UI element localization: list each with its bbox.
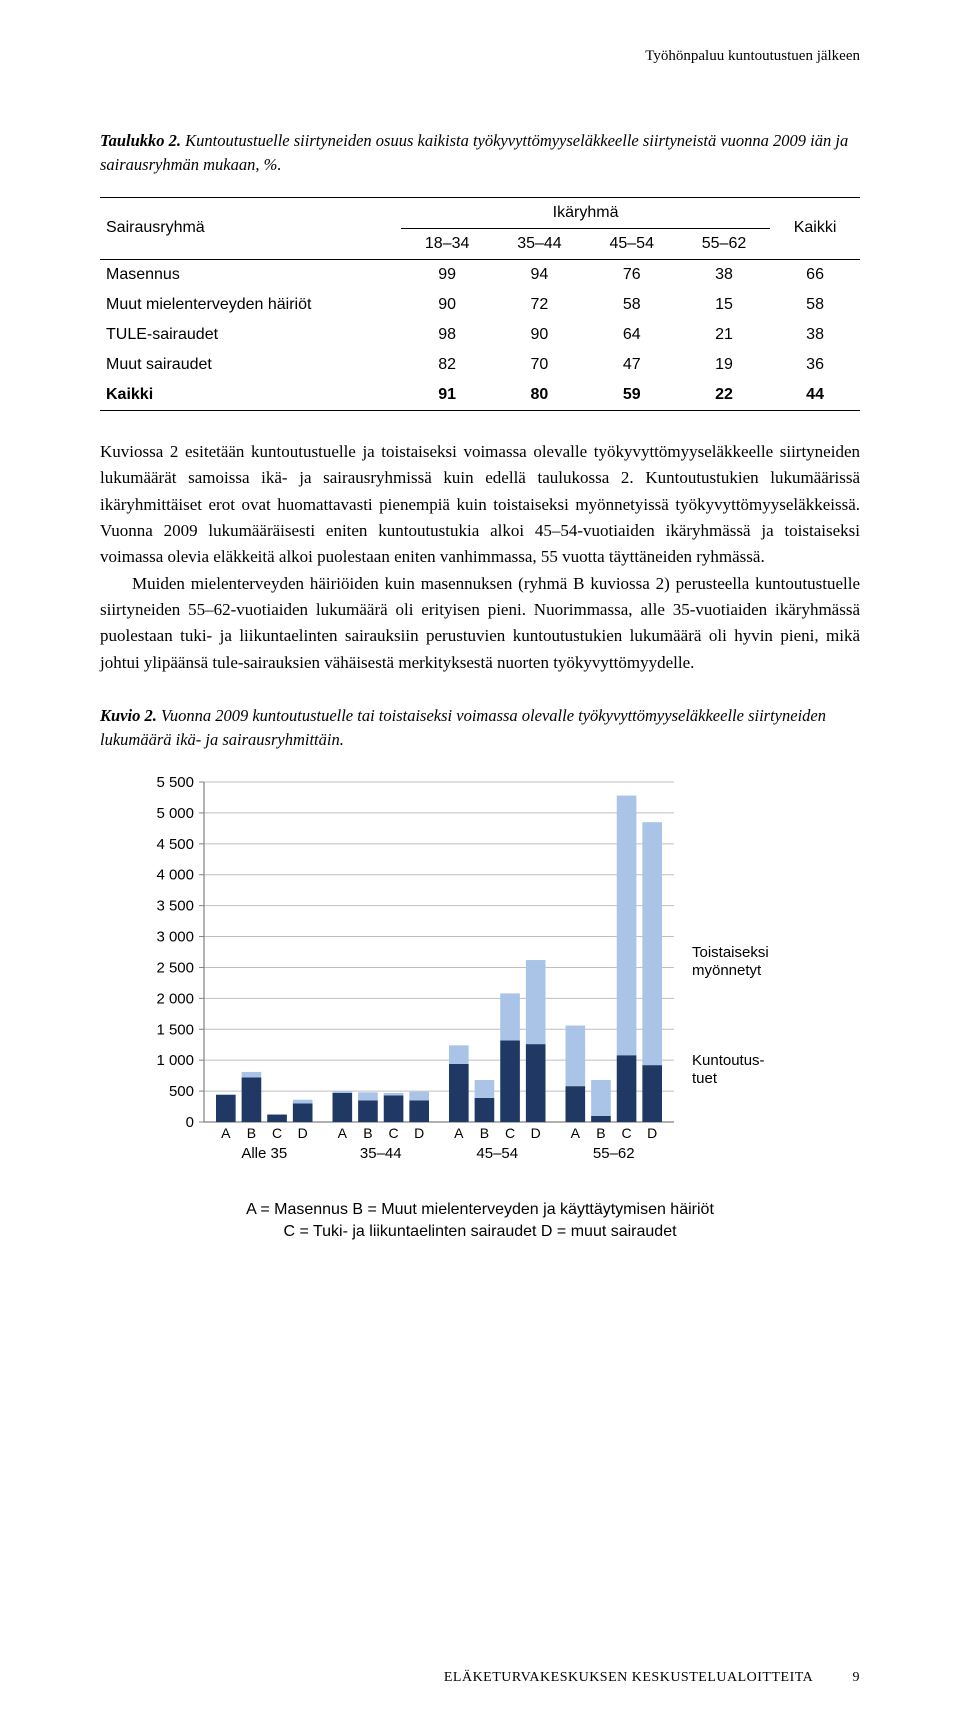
svg-text:Alle 35: Alle 35 [241,1145,287,1162]
row-label: Kaikki [100,380,401,411]
svg-text:Kuntoutus-: Kuntoutus- [692,1052,765,1069]
svg-text:35–44: 35–44 [360,1145,402,1162]
table-caption-text: Kuntoutustuelle siirtyneiden osuus kaiki… [100,131,848,174]
col-head: 45–54 [586,228,678,259]
svg-text:55–62: 55–62 [593,1145,635,1162]
table-row: TULE-sairaudet9890642138 [100,320,860,350]
col-head: 18–34 [401,228,493,259]
svg-text:Toistaiseksi: Toistaiseksi [692,944,769,961]
figure-caption: Kuvio 2. Vuonna 2009 kuntoutustuelle tai… [100,704,860,752]
table-superhead: Ikäryhmä [401,197,770,228]
svg-text:3 000: 3 000 [156,928,194,945]
svg-text:4 000: 4 000 [156,867,194,884]
chart: 0 500 1 000 1 500 2 000 2 500 3 000 3 500 4 000 4… [100,772,860,1187]
svg-text:45–54: 45–54 [476,1145,518,1162]
cell: 70 [493,350,585,380]
svg-text:A: A [221,1125,231,1141]
cell: 80 [493,380,585,411]
svg-text:5 500: 5 500 [156,774,194,791]
data-table: Sairausryhmä Ikäryhmä Kaikki 18–34 35–44… [100,197,860,411]
cell: 72 [493,290,585,320]
svg-text:5 000: 5 000 [156,805,194,822]
svg-text:4 500: 4 500 [156,836,194,853]
col-head: 55–62 [678,228,770,259]
cell: 90 [401,290,493,320]
svg-text:2 500: 2 500 [156,959,194,976]
cell: 90 [493,320,585,350]
svg-text:2 000: 2 000 [156,990,194,1007]
cell: 58 [770,290,860,320]
table-caption: Taulukko 2. Kuntoutustuelle siirtyneiden… [100,129,860,177]
chart-svg: 0 500 1 000 1 500 2 000 2 500 3 000 3 500 4 000 4… [134,772,834,1182]
svg-text:0: 0 [186,1114,194,1131]
cell: 47 [586,350,678,380]
cell: 99 [401,259,493,290]
body-text: Kuviossa 2 esitetään kuntoutustuelle ja … [100,439,860,676]
row-label: Masennus [100,259,401,290]
table-corner: Sairausryhmä [100,197,401,259]
svg-text:A: A [571,1125,581,1141]
row-label: Muut mielenterveyden häiriöt [100,290,401,320]
svg-text:A: A [338,1125,348,1141]
cell: 64 [586,320,678,350]
cell: 19 [678,350,770,380]
svg-text:B: B [480,1125,489,1141]
cell: 21 [678,320,770,350]
footer-text: ELÄKETURVAKESKUKSEN KESKUSTELUALOITTEITA [444,1670,813,1685]
body-paragraph: Kuviossa 2 esitetään kuntoutustuelle ja … [100,439,860,571]
row-label: Muut sairaudet [100,350,401,380]
row-label: TULE-sairaudet [100,320,401,350]
table-kaikki-head: Kaikki [770,197,860,259]
svg-text:myönnetyt: myönnetyt [692,962,762,979]
svg-text:1 000: 1 000 [156,1052,194,1069]
svg-text:C: C [622,1125,632,1141]
cell: 58 [586,290,678,320]
svg-text:C: C [505,1125,515,1141]
legend-note: A = Masennus B = Muut mielenterveyden ja… [100,1199,860,1244]
figure-caption-label: Kuvio 2. [100,706,157,725]
cell: 59 [586,380,678,411]
running-head: Työhönpaluu kuntoutustuen jälkeen [100,48,860,65]
page-number: 9 [853,1670,861,1686]
figure-caption-text: Vuonna 2009 kuntoutustuelle tai toistais… [100,706,826,749]
table-row: Masennus9994763866 [100,259,860,290]
svg-text:D: D [298,1125,308,1141]
cell: 91 [401,380,493,411]
svg-text:C: C [272,1125,282,1141]
table-row: Kaikki9180592244 [100,380,860,411]
cell: 38 [770,320,860,350]
svg-text:3 500: 3 500 [156,897,194,914]
footer: ELÄKETURVAKESKUKSEN KESKUSTELUALOITTEITA… [444,1670,860,1686]
cell: 98 [401,320,493,350]
svg-text:D: D [414,1125,424,1141]
svg-text:A: A [454,1125,464,1141]
cell: 36 [770,350,860,380]
svg-text:B: B [363,1125,372,1141]
svg-text:D: D [531,1125,541,1141]
body-paragraph: Muiden mielenterveyden häiriöiden kuin m… [100,571,860,676]
cell: 15 [678,290,770,320]
table-row: Muut mielenterveyden häiriöt9072581558 [100,290,860,320]
cell: 22 [678,380,770,411]
cell: 94 [493,259,585,290]
svg-text:500: 500 [169,1083,194,1100]
cell: 82 [401,350,493,380]
table-caption-label: Taulukko 2. [100,131,181,150]
cell: 38 [678,259,770,290]
svg-text:B: B [247,1125,256,1141]
svg-text:tuet: tuet [692,1070,718,1087]
col-head: 35–44 [493,228,585,259]
cell: 66 [770,259,860,290]
cell: 76 [586,259,678,290]
svg-text:1 500: 1 500 [156,1021,194,1038]
table-row: Muut sairaudet8270471936 [100,350,860,380]
svg-text:D: D [647,1125,657,1141]
svg-text:B: B [596,1125,605,1141]
svg-text:C: C [389,1125,399,1141]
cell: 44 [770,380,860,411]
